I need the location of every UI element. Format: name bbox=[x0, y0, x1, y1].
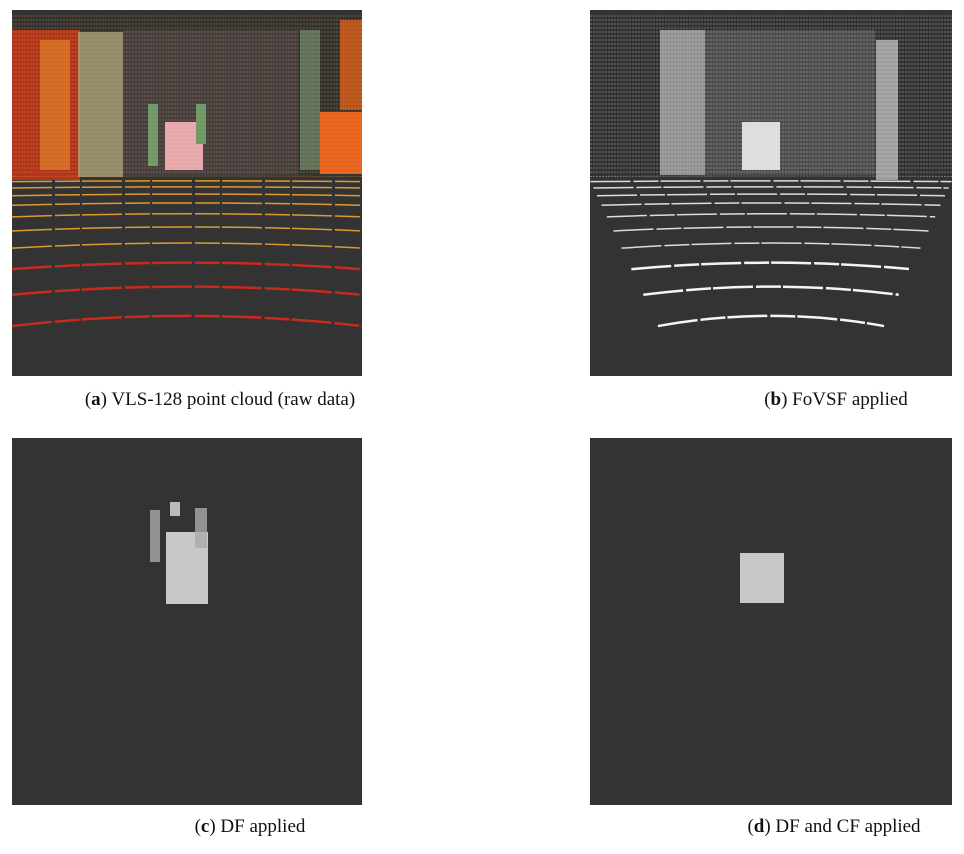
caption-text: ) VLS-128 point cloud (raw data) bbox=[101, 389, 356, 410]
caption-a: (a) VLS-128 point cloud (raw data) bbox=[85, 389, 355, 411]
caption-text: ) DF and CF applied bbox=[764, 816, 920, 837]
scan-region bbox=[876, 40, 898, 180]
caption-letter: b bbox=[771, 389, 782, 410]
caption-letter: d bbox=[754, 816, 765, 837]
panel-d-image bbox=[590, 438, 952, 805]
scan-region bbox=[340, 20, 362, 110]
caption-text: ) FoVSF applied bbox=[781, 389, 908, 410]
scan-region bbox=[78, 32, 123, 177]
caption-letter: c bbox=[201, 816, 209, 837]
caption-d: (d) DF and CF applied bbox=[747, 816, 920, 838]
figure-page: (a) VLS-128 point cloud (raw data) (b) F… bbox=[0, 0, 964, 854]
point-blob bbox=[150, 510, 160, 562]
figure bbox=[0, 0, 964, 854]
scan-region bbox=[320, 112, 362, 174]
panel-c-image bbox=[12, 438, 362, 805]
scan-region bbox=[148, 104, 158, 166]
caption-b: (b) FoVSF applied bbox=[764, 389, 908, 411]
point-blob bbox=[170, 502, 180, 516]
scan-line bbox=[12, 181, 362, 182]
caption-text: ) DF applied bbox=[209, 816, 305, 837]
caption-c: (c) DF applied bbox=[195, 816, 306, 838]
scan-region bbox=[40, 40, 70, 170]
point-blob bbox=[195, 508, 207, 548]
caption-letter: a bbox=[91, 389, 101, 410]
scan-region bbox=[742, 122, 780, 170]
point-blob bbox=[740, 553, 784, 603]
